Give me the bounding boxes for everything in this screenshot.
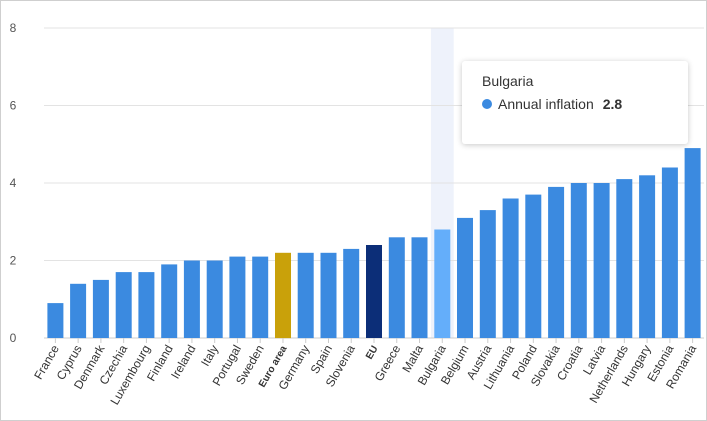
- y-tick-label: 8: [10, 21, 17, 35]
- bar-slovenia[interactable]: [343, 248, 360, 338]
- bar-denmark[interactable]: [92, 279, 109, 338]
- bar-finland[interactable]: [161, 264, 178, 338]
- x-tick-label: EU: [364, 344, 380, 362]
- y-tick-label: 4: [10, 176, 17, 190]
- series-dot-icon: [482, 99, 492, 109]
- bar-poland[interactable]: [525, 194, 542, 338]
- bar-eu[interactable]: [366, 245, 382, 338]
- x-tick-label: Italy: [198, 343, 221, 369]
- y-tick-label: 0: [10, 331, 17, 345]
- bar-lithuania[interactable]: [502, 198, 519, 339]
- bar-belgium[interactable]: [457, 217, 473, 338]
- bar-hungary[interactable]: [639, 175, 656, 339]
- bar-netherlands[interactable]: [616, 179, 633, 338]
- y-tick-label: 2: [10, 254, 17, 268]
- bar-malta[interactable]: [411, 237, 428, 339]
- bar-slovakia[interactable]: [548, 186, 565, 338]
- bar-bulgaria[interactable]: [434, 229, 451, 339]
- bar-luxembourg[interactable]: [138, 272, 155, 338]
- bar-austria[interactable]: [479, 210, 496, 338]
- bar-euro-area[interactable]: [275, 252, 291, 339]
- tooltip-title: Bulgaria: [482, 73, 534, 89]
- bar-ireland[interactable]: [183, 260, 200, 339]
- tooltip-value: 2.8: [602, 96, 623, 112]
- bar-germany[interactable]: [297, 252, 314, 339]
- bar-spain[interactable]: [320, 252, 337, 339]
- y-tick-label: 6: [10, 99, 17, 113]
- bar-greece[interactable]: [388, 237, 405, 339]
- bar-latvia[interactable]: [593, 183, 610, 338]
- bar-czechia[interactable]: [115, 272, 132, 338]
- bar-italy[interactable]: [206, 260, 223, 339]
- bar-cyprus[interactable]: [70, 283, 87, 339]
- tooltip-series-name: Annual inflation: [498, 96, 594, 112]
- bar-france[interactable]: [47, 303, 64, 338]
- bar-croatia[interactable]: [570, 183, 587, 338]
- bar-romania[interactable]: [684, 148, 701, 338]
- bar-sweden[interactable]: [252, 256, 269, 338]
- tooltip-row: Annual inflation 2.8: [482, 96, 668, 112]
- tooltip: Bulgaria Annual inflation 2.8: [462, 61, 688, 144]
- bar-estonia[interactable]: [661, 167, 678, 339]
- bar-portugal[interactable]: [229, 256, 246, 338]
